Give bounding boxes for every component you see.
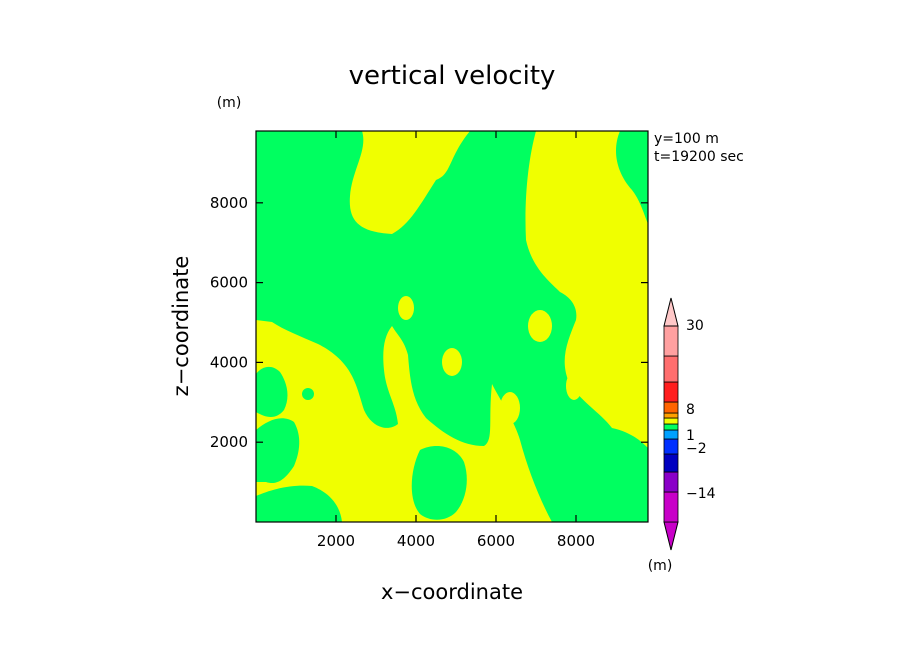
- colorbar-segment: [663, 453, 679, 473]
- y-axis-title: z−coordinate: [169, 256, 193, 397]
- field-negative-main: [256, 131, 648, 522]
- x-tick-label: 6000: [477, 532, 515, 550]
- colorbar-segment: [663, 355, 679, 383]
- colorbar-segment: [663, 423, 679, 431]
- y-tick-label: 6000: [210, 274, 248, 292]
- colorbar-segment: [663, 471, 679, 493]
- field-negative-bottom: [256, 485, 342, 522]
- colorbar-unit-label: (m): [648, 558, 673, 574]
- colorbar-segment: [663, 412, 679, 419]
- chart-title: vertical velocity: [349, 61, 556, 91]
- y-tick-label: 8000: [210, 194, 248, 212]
- info-time: t=19200 sec: [654, 149, 744, 165]
- field-negative-island-3: [626, 138, 634, 146]
- colorbar-min-arrow: [663, 521, 679, 551]
- colorbar-segment: [663, 401, 679, 414]
- y-tick-label: 4000: [210, 353, 248, 371]
- field-negative-bottom-mid: [411, 446, 467, 520]
- colorbar-max-arrow: [663, 297, 679, 327]
- colorbar-segment: [663, 381, 679, 403]
- colorbar-label: −14: [686, 486, 716, 502]
- colorbar: [663, 297, 679, 551]
- plot-frame: [255, 130, 649, 523]
- y-axis: 2000 4000 6000 8000: [210, 194, 648, 451]
- colorbar-label: −2: [686, 441, 707, 457]
- field-negative-island-2: [354, 354, 366, 370]
- field-negative-right: [616, 131, 648, 224]
- colorbar-label: 8: [686, 402, 695, 418]
- x-tick-label: 4000: [397, 532, 435, 550]
- field-positive-island-3: [500, 392, 520, 424]
- x-tick-label: 8000: [557, 532, 595, 550]
- x-tick-label: 2000: [317, 532, 355, 550]
- y-unit-label: (m): [217, 95, 242, 111]
- field-negative-lowleft: [256, 366, 288, 417]
- field-negative-island-1: [302, 388, 314, 400]
- colorbar-segment: [663, 417, 679, 425]
- contour-field: [256, 131, 648, 522]
- colorbar-label: 1: [686, 428, 695, 444]
- colorbar-labels: 30 8 1−2 −14: [686, 318, 716, 502]
- colorbar-segment: [663, 429, 679, 440]
- field-positive-island-4: [566, 372, 582, 400]
- colorbar-segment: [663, 438, 679, 455]
- colorbar-segment: [663, 491, 679, 523]
- field-positive-island-1: [528, 310, 552, 342]
- field-positive-island-5: [398, 296, 414, 320]
- field-positive-island-2: [442, 348, 462, 376]
- x-axis-title: x−coordinate: [381, 580, 523, 604]
- field-negative-left: [256, 418, 300, 484]
- info-y-position: y=100 m: [654, 131, 719, 147]
- y-tick-label: 2000: [210, 433, 248, 451]
- x-axis: 2000 4000 6000 8000: [317, 131, 595, 550]
- colorbar-segment: [663, 325, 679, 357]
- colorbar-label: 30: [686, 318, 704, 334]
